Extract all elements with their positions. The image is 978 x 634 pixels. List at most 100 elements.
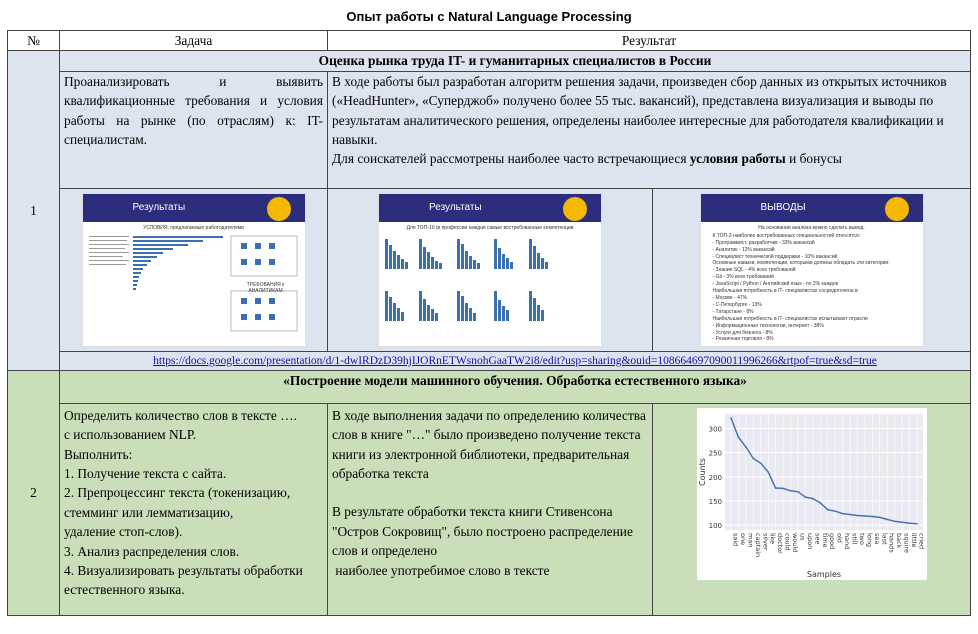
chart-xtick-label: silver bbox=[761, 533, 769, 551]
slide2-sub1: Для ТОП-10 (в профессии каждая самые вос… bbox=[406, 224, 574, 231]
header-row: № Задача Результат bbox=[7, 29, 971, 52]
chart-point bbox=[729, 416, 732, 419]
row2-task-line: с использованием NLP. bbox=[64, 427, 197, 443]
row1-section-title: Оценка рынка труда IT- и гуманитарных сп… bbox=[59, 50, 971, 72]
chart-xtick-label: see bbox=[813, 533, 821, 544]
chart-ytick-label: 300 bbox=[708, 425, 721, 433]
slide-cell-3: ВЫВОДЫ На основании анализа можно сделат… bbox=[652, 187, 971, 352]
slide3-line: - Специалист технической поддержки - 10%… bbox=[712, 253, 838, 260]
chart-point bbox=[781, 487, 784, 490]
chart-point bbox=[848, 513, 851, 516]
header-task: Задача bbox=[59, 29, 328, 52]
slide3-line: Наибольшая потребность в IT- специалиста… bbox=[712, 315, 868, 322]
chart-point bbox=[856, 514, 858, 517]
row2-result-p3: наиболее употребимое слово в тексте bbox=[332, 562, 550, 578]
chart-xtick-label: said bbox=[731, 533, 739, 546]
slide-cell-1: Результаты УСЛОВИЯ, предлагаемые работод… bbox=[59, 187, 328, 352]
slide2-title: Результаты bbox=[429, 201, 482, 213]
slide-conclusions: ВЫВОДЫ На основании анализа можно сделат… bbox=[699, 192, 924, 347]
chart-ylabel: Counts bbox=[698, 458, 707, 486]
slide3-line: - JavaScript / Python / Английский язык … bbox=[712, 281, 839, 288]
chart-xtick-label: old bbox=[835, 533, 843, 543]
row2-section-row: 2 «Построение модели машинного обучения.… bbox=[7, 369, 971, 616]
chart-point bbox=[737, 436, 739, 438]
chart-point bbox=[893, 520, 895, 522]
slide1-sun-icon bbox=[266, 196, 291, 221]
chart-point bbox=[841, 512, 843, 515]
chart-ytick-label: 250 bbox=[708, 449, 721, 457]
row1-slides-row: Результаты УСЛОВИЯ, предлагаемые работод… bbox=[7, 187, 971, 352]
row1-section-row: 1 Оценка рынка труда IT- и гуманитарных … bbox=[7, 50, 971, 371]
slide1-sub2: ТРЕБОВАНИЯ к АНАЛИТИКАМ bbox=[246, 281, 285, 294]
presentation-link[interactable]: https://docs.google.com/presentation/d/1… bbox=[153, 354, 877, 367]
slide3-line: - Москве - 47% bbox=[712, 294, 748, 301]
chart-point bbox=[744, 445, 747, 448]
slide3-line: - Татарстане - 8% bbox=[712, 308, 754, 315]
row1-result-p1: В ходе работы был разработан алгоритм ре… bbox=[332, 73, 947, 148]
row2-task-line: 2. Препроцессинг текста (токенизацию, ст… bbox=[64, 485, 291, 520]
row1-text-row: Проанализировать и выявить квалификацион… bbox=[7, 70, 971, 189]
row2-number: 2 bbox=[7, 369, 60, 616]
row1-task: Проанализировать и выявить квалификацион… bbox=[59, 70, 328, 189]
row1-result-p2-a: Для соискателей рассмотрены наиболее час… bbox=[332, 151, 690, 167]
chart-point bbox=[871, 515, 873, 518]
chart-xtick-label: could bbox=[783, 533, 791, 551]
row2-task: Определить количество слов в тексте …. с … bbox=[59, 402, 328, 616]
chart-point bbox=[833, 510, 836, 512]
chart-point bbox=[818, 501, 821, 504]
slide1-title: Результаты bbox=[132, 201, 186, 213]
chart-xtick-label: doctor bbox=[776, 533, 784, 554]
chart-xtick-label: cried bbox=[917, 533, 925, 549]
chart-xtick-label: hand bbox=[843, 533, 851, 549]
page-title-text: Опыт работы с Natural Language Processin… bbox=[346, 9, 632, 24]
row2-task-line: 1. Получение текста с сайта. bbox=[64, 466, 227, 482]
row1-link-cell: https://docs.google.com/presentation/d/1… bbox=[59, 350, 971, 371]
slide3-line: - Розничная торговля - 8% bbox=[712, 336, 774, 343]
row2-task-line: Выполнить: bbox=[64, 446, 133, 462]
slide2-charts bbox=[385, 238, 548, 321]
chart-point bbox=[811, 497, 814, 500]
row1-number: 1 bbox=[7, 50, 60, 371]
row2-task-line: удаление стоп-слов). bbox=[64, 524, 183, 540]
chart-point bbox=[774, 486, 776, 489]
row2-task-line: Определить количество слов в тексте …. bbox=[64, 407, 297, 423]
chart-point bbox=[759, 462, 762, 464]
slide3-sun-icon bbox=[884, 196, 909, 221]
chart-xtick-label: little bbox=[910, 533, 918, 548]
row2-result: В ходе выполнения задачи по определению … bbox=[327, 402, 653, 616]
slide3-line: - Услуги для бизнеса - 8% bbox=[712, 329, 773, 336]
slide2-sun-icon bbox=[563, 196, 587, 221]
chart-xtick-label: man bbox=[746, 533, 754, 547]
row1-link-row: https://docs.google.com/presentation/d/1… bbox=[7, 350, 971, 371]
row1-result-p2: Для соискателей рассмотрены наиболее час… bbox=[332, 149, 966, 168]
chart-xtick-label: hands bbox=[887, 533, 895, 553]
row2-task-lines: Определить количество слов в тексте …. с … bbox=[64, 406, 323, 600]
chart-xtick-label: long bbox=[865, 533, 873, 547]
chart-xtick-label: like bbox=[768, 533, 776, 544]
chart-point bbox=[885, 518, 888, 520]
chart-series-line bbox=[729, 417, 917, 525]
chart-point bbox=[878, 516, 881, 519]
chart-plot-area bbox=[724, 413, 923, 530]
chart-point bbox=[752, 457, 754, 460]
row2-result-p2: В результате обработки текста книги Стив… bbox=[332, 504, 633, 559]
row2-task-line: 4. Визуализировать результаты обработки … bbox=[64, 563, 303, 598]
chart-xlabel: Samples bbox=[806, 570, 840, 579]
slide-results-1: Результаты УСЛОВИЯ, предлагаемые работод… bbox=[81, 192, 306, 347]
slide3-line: Наибольшая потребность в IT- специалиста… bbox=[712, 288, 859, 295]
row1-result: В ходе работы был разработан алгоритм ре… bbox=[327, 70, 971, 189]
chart-point bbox=[915, 522, 918, 525]
row2-chart-cell: 100 150 200 250 300 said one man captain silver li… bbox=[652, 402, 971, 616]
slide3-lines: К ТОП-3 наиболее востребованных специаль… bbox=[701, 233, 923, 344]
slide3-line: - Информационные технологии, интернет - … bbox=[712, 322, 824, 329]
row2-task-line: 3. Анализ распределения слов. bbox=[64, 543, 240, 559]
slide3-sub1: На основании анализа можно сделать вывод… bbox=[758, 224, 865, 231]
chart-xtick-label: back bbox=[895, 533, 903, 549]
slide3-line: К ТОП-3 наиболее востребованных специаль… bbox=[712, 232, 861, 239]
row1-result-p2-bold: условия работы bbox=[689, 151, 786, 167]
row2-content-row: Определить количество слов в тексте …. с … bbox=[7, 402, 971, 616]
chart-ytick-label: 150 bbox=[708, 498, 721, 506]
slide3-line: Основные навыки, компетенции, которыми д… bbox=[712, 260, 890, 267]
chart-xtick-label: upon bbox=[805, 533, 813, 549]
